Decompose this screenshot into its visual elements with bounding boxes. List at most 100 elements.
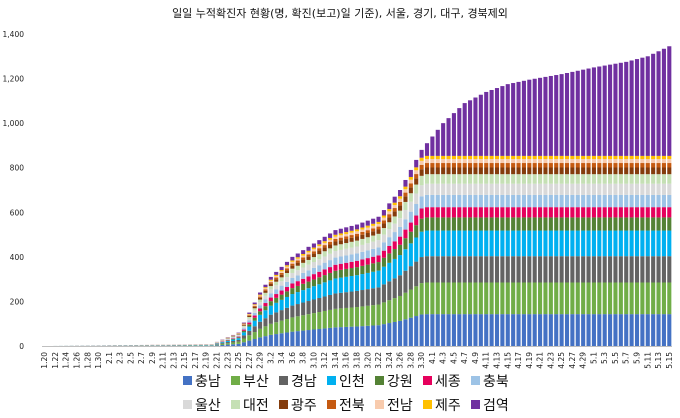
bar-segment	[645, 282, 650, 315]
bar-segment	[252, 320, 257, 327]
bar-segment	[446, 183, 451, 195]
bar-segment	[349, 237, 354, 242]
bar-segment	[554, 163, 559, 168]
bar-segment	[451, 282, 456, 315]
bar-segment	[484, 194, 489, 208]
bar-segment	[543, 167, 548, 175]
bar-segment	[538, 155, 543, 160]
bar-segment	[597, 163, 602, 168]
bar-segment	[284, 287, 290, 292]
bar-segment	[328, 237, 333, 240]
bar-segment	[618, 159, 623, 164]
bar-segment	[634, 183, 640, 195]
bar-segment	[306, 259, 311, 265]
bar-segment	[478, 314, 483, 346]
bar-segment	[381, 217, 386, 221]
bar-segment	[371, 271, 376, 289]
bar-segment	[645, 314, 650, 346]
bar-segment	[608, 64, 613, 156]
bar-segment	[451, 207, 456, 218]
bar-segment	[581, 217, 586, 231]
bar-segment	[597, 174, 602, 184]
bar-segment	[645, 194, 650, 208]
bar-segment	[570, 163, 575, 168]
bar-segment	[338, 292, 343, 309]
bar-segment	[258, 294, 263, 296]
bar-segment	[398, 275, 403, 296]
bar-segment	[322, 328, 327, 346]
bar-segment	[494, 159, 500, 164]
bar-segment	[640, 282, 645, 315]
legend-swatch	[327, 376, 336, 385]
bar-segment	[381, 210, 386, 216]
bar-segment	[279, 272, 284, 275]
legend-swatch	[471, 400, 480, 409]
bar-segment	[424, 174, 430, 184]
bar-segment	[274, 285, 279, 290]
bar-segment	[468, 159, 473, 164]
bar-segment	[511, 230, 516, 257]
y-tick-label: 1,000	[3, 119, 25, 128]
legend-swatch	[183, 400, 192, 409]
x-tick-label: 4.17	[514, 352, 523, 369]
bar-segment	[645, 217, 650, 231]
bar-segment	[527, 282, 532, 315]
bar-segment	[419, 196, 424, 209]
bar-segment	[424, 230, 430, 257]
bar-segment	[344, 255, 349, 263]
bar-segment	[247, 318, 252, 321]
bar-segment	[430, 207, 435, 218]
bar-segment	[424, 207, 430, 218]
bar-segment	[559, 256, 564, 283]
bar-segment	[263, 310, 268, 319]
bar-segment	[258, 311, 263, 315]
bar-segment	[381, 266, 386, 285]
x-tick-label: 3.26	[396, 352, 405, 369]
bar-segment	[322, 251, 327, 257]
bar-segment	[581, 230, 586, 257]
bar-segment	[494, 230, 500, 257]
bar-segment	[581, 314, 586, 346]
bar-segment	[462, 159, 467, 164]
bar-segment	[634, 194, 640, 208]
bar-segment	[419, 283, 424, 315]
bar-segment	[656, 174, 661, 184]
bar-segment	[279, 294, 284, 300]
bar-segment	[527, 79, 532, 156]
bar-segment	[295, 304, 300, 317]
bar-segment	[473, 183, 478, 195]
bar-segment	[306, 264, 311, 271]
bar-segment	[284, 268, 290, 271]
bar-segment	[371, 241, 376, 249]
bar-segment	[441, 230, 446, 257]
bar-segment	[338, 277, 343, 293]
bar-segment	[236, 337, 241, 339]
bar-segment	[354, 260, 360, 268]
bar-segment	[441, 314, 446, 346]
bar-segment	[548, 207, 553, 218]
bar-segment	[231, 336, 236, 337]
bar-segment	[236, 335, 241, 336]
bar-segment	[317, 244, 322, 247]
bar-segment	[527, 167, 532, 175]
bar-segment	[629, 256, 634, 283]
bar-segment	[494, 194, 500, 208]
bar-segment	[570, 194, 575, 208]
bar-segment	[274, 276, 279, 278]
bar-segment	[241, 328, 246, 330]
bar-segment	[435, 194, 440, 208]
bar-segment	[365, 250, 370, 259]
bar-segment	[597, 183, 602, 195]
bar-segment	[575, 282, 580, 315]
bar-segment	[274, 294, 279, 298]
bar-segment	[225, 339, 230, 340]
bar-segment	[473, 282, 478, 315]
bar-segment	[640, 314, 645, 346]
bar-segment	[478, 159, 483, 164]
bar-segment	[247, 313, 252, 315]
bar-segment	[651, 194, 656, 208]
bar-segment	[581, 159, 586, 164]
x-tick-label: 3.4	[277, 352, 286, 364]
bar-segment	[349, 247, 354, 255]
bar-segment	[478, 230, 483, 257]
